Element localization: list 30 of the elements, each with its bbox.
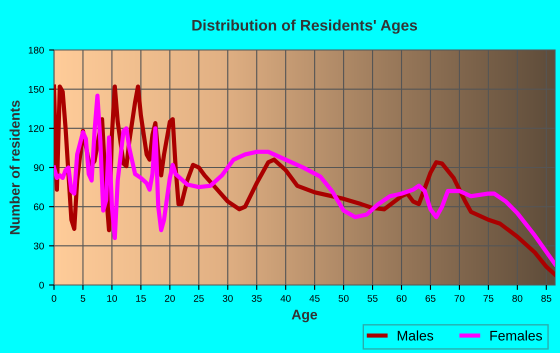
y-tick-label: 150 xyxy=(28,86,44,93)
y-tick-label: 30 xyxy=(34,242,44,250)
x-tick-label: 60 xyxy=(396,294,407,302)
x-tick-label: 75 xyxy=(483,295,494,302)
x-tick-label: 20 xyxy=(164,294,175,302)
legend-label: Females xyxy=(490,330,542,341)
y-tick-label: 60 xyxy=(34,203,44,210)
y-tick-label: 0 xyxy=(39,282,44,289)
x-tick-label: 65 xyxy=(426,294,436,302)
y-axis-title: Number of residents xyxy=(10,100,20,234)
y-tick-label: 180 xyxy=(28,46,44,54)
y-tick-label: 90 xyxy=(34,164,44,172)
x-tick-label: 25 xyxy=(194,294,204,302)
legend-label: Males xyxy=(398,330,434,341)
x-tick-label: 45 xyxy=(309,295,320,302)
x-tick-label: 85 xyxy=(541,294,552,302)
x-tick-label: 0 xyxy=(52,294,56,302)
x-axis-title: Age xyxy=(292,310,318,322)
x-tick-label: 70 xyxy=(454,294,464,302)
x-tick-label: 80 xyxy=(512,294,522,302)
x-tick-label: 5 xyxy=(80,295,86,302)
x-tick-label: 30 xyxy=(222,294,233,302)
x-tick-label: 55 xyxy=(368,295,378,302)
y-tick-label: 120 xyxy=(28,125,44,132)
x-tick-label: 50 xyxy=(338,294,349,302)
x-tick-label: 15 xyxy=(136,295,146,302)
chart-title: Distribution of Residents' Ages xyxy=(192,19,418,34)
x-tick-label: 35 xyxy=(252,294,262,302)
x-tick-label: 40 xyxy=(280,294,291,302)
x-tick-label: 10 xyxy=(107,294,117,302)
